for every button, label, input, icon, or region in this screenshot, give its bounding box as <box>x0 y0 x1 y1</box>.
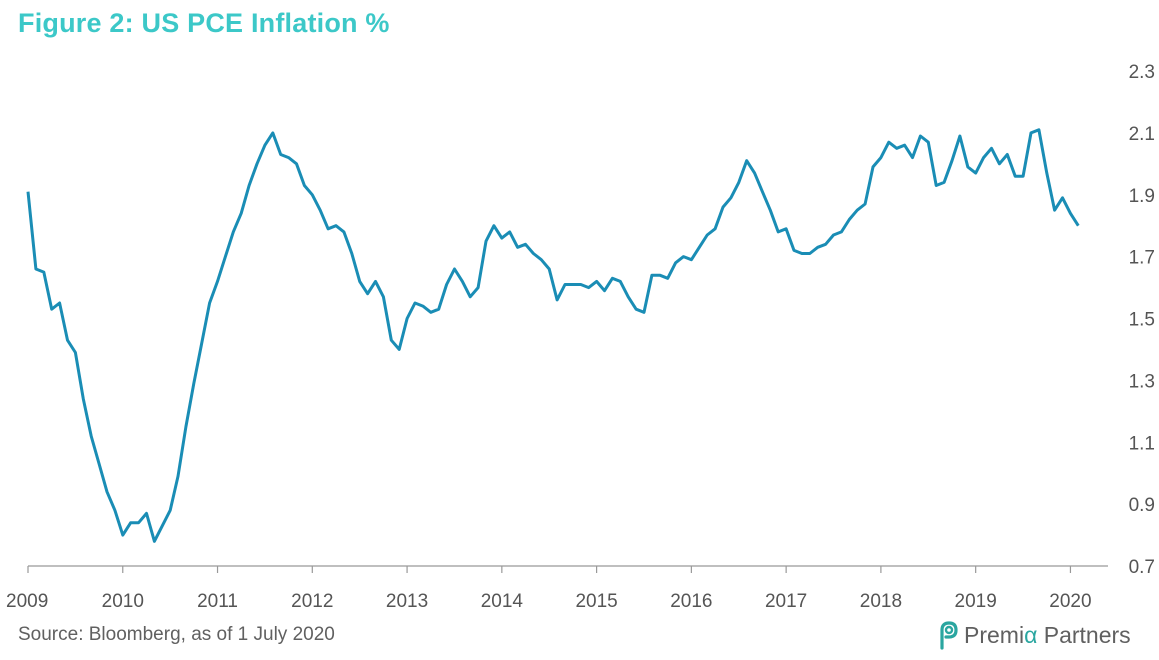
y-tick-label: 1.1 <box>1129 433 1155 454</box>
y-tick-label: 1.3 <box>1129 371 1155 392</box>
x-tick-labels: 2009 2010 2011 2012 2013 2014 2015 2016 2017 2018… <box>6 591 1092 612</box>
brand-name-part1: Premi <box>964 621 1025 648</box>
y-tick-label: 1.5 <box>1129 310 1155 331</box>
y-tick-labels: 2.3 2.1 1.9 1.7 1.5 1.3 1.1 0.9 0.7 <box>1129 62 1155 578</box>
x-tick-label: 2013 <box>386 591 428 612</box>
brand-logo: Premiα Partners <box>936 620 1131 650</box>
y-tick-label: 0.7 <box>1129 557 1155 578</box>
brand-name-alpha: α <box>1024 621 1038 648</box>
brand-name-part2: Partners <box>1037 621 1131 648</box>
source-note: Source: Bloomberg, as of 1 July 2020 <box>18 624 335 645</box>
x-tick-label: 2017 <box>765 591 807 612</box>
brand-name: Premiα Partners <box>964 622 1131 649</box>
x-tick-label: 2011 <box>197 591 238 612</box>
x-tick-marks <box>27 566 1072 573</box>
x-tick-label: 2016 <box>670 591 712 612</box>
y-tick-label: 0.9 <box>1129 495 1155 516</box>
y-tick-label: 2.3 <box>1129 62 1155 83</box>
y-tick-label: 1.9 <box>1129 186 1155 207</box>
chart-title: Figure 2: US PCE Inflation % <box>18 8 390 38</box>
series-group <box>26 128 1080 543</box>
y-tick-label: 2.1 <box>1129 124 1155 145</box>
x-tick-label: 2019 <box>955 591 997 612</box>
x-tick-label: 2009 <box>6 591 48 612</box>
series-line <box>26 128 1080 543</box>
premia-logo-icon <box>940 621 958 650</box>
x-tick-label: 2010 <box>102 591 144 612</box>
x-tick-label: 2018 <box>860 591 902 612</box>
x-tick-label: 2015 <box>575 591 617 612</box>
x-tick-label: 2020 <box>1049 591 1091 612</box>
x-tick-label: 2012 <box>291 591 333 612</box>
y-tick-label: 1.7 <box>1129 248 1155 269</box>
x-tick-label: 2014 <box>481 591 524 612</box>
